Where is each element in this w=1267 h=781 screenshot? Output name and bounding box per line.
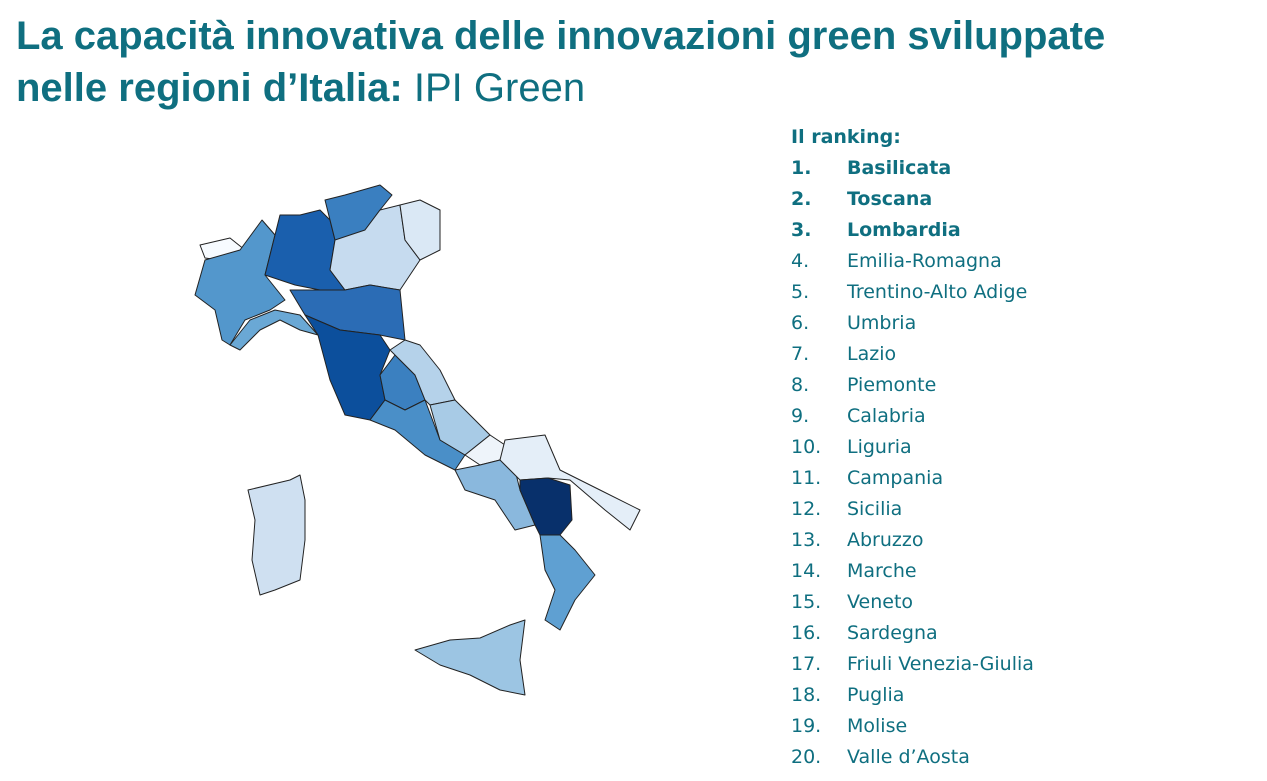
- ranking-row: 3. Lombardia: [791, 215, 1034, 246]
- ranking-number: 15.: [791, 591, 822, 613]
- ranking-region: Lombardia: [847, 219, 961, 241]
- slide-title: La capacità innovativa delle innovazioni…: [16, 10, 1105, 114]
- ranking-region: Campania: [847, 467, 944, 489]
- ranking-number: 19.: [791, 715, 822, 737]
- ranking-number: 8.: [791, 374, 810, 396]
- ranking-number: 17.: [791, 653, 822, 675]
- ranking-row: 14. Marche: [791, 556, 1034, 587]
- ranking-region: Basilicata: [847, 157, 952, 179]
- ranking-number: 16.: [791, 622, 822, 644]
- ranking-number: 12.: [791, 498, 822, 520]
- ranking-row: 19. Molise: [791, 711, 1034, 742]
- ranking-region: Abruzzo: [847, 529, 924, 551]
- ranking-region: Molise: [847, 715, 908, 737]
- ranking-row: 11. Campania: [791, 463, 1034, 494]
- ranking-number: 4.: [791, 250, 810, 272]
- title-line1: La capacità innovativa delle innovazioni…: [16, 14, 1106, 58]
- ranking-number: 7.: [791, 343, 810, 365]
- ranking-row: 7. Lazio: [791, 339, 1034, 370]
- ranking-row: 15. Veneto: [791, 587, 1034, 618]
- ranking-region: Marche: [847, 560, 917, 582]
- ranking-region: Friuli Venezia-Giulia: [847, 653, 1034, 675]
- ranking-region: Trentino-Alto Adige: [847, 281, 1028, 303]
- ranking-row: 1. Basilicata: [791, 153, 1034, 184]
- ranking-number: 6.: [791, 312, 810, 334]
- ranking-number: 1.: [791, 157, 812, 179]
- ranking-region: Sicilia: [847, 498, 903, 520]
- ranking-region: Valle d’Aosta: [847, 746, 970, 768]
- ranking-number: 10.: [791, 436, 822, 458]
- ranking-row: 17. Friuli Venezia-Giulia: [791, 649, 1034, 680]
- ranking-number: 5.: [791, 281, 810, 303]
- ranking-header: Il ranking:: [791, 126, 901, 148]
- ranking-region: Toscana: [847, 188, 933, 210]
- ranking-row: 20. Valle d’Aosta: [791, 742, 1034, 773]
- region-sicilia: [414, 619, 526, 696]
- ranking-number: 13.: [791, 529, 822, 551]
- region-friuli: [399, 199, 441, 261]
- ranking-row: 2. Toscana: [791, 184, 1034, 215]
- ranking-region: Liguria: [847, 436, 912, 458]
- ranking-row: 8. Piemonte: [791, 370, 1034, 401]
- ranking-region: Emilia-Romagna: [847, 250, 1002, 272]
- ranking-row: 6. Umbria: [791, 308, 1034, 339]
- ranking-number: 3.: [791, 219, 812, 241]
- ranking-row: 18. Puglia: [791, 680, 1034, 711]
- ranking-row: 13. Abruzzo: [791, 525, 1034, 556]
- ranking-region: Calabria: [847, 405, 926, 427]
- ranking-number: 9.: [791, 405, 810, 427]
- ranking-number: 11.: [791, 467, 822, 489]
- region-liguria: [229, 309, 319, 351]
- ranking-region: Veneto: [847, 591, 914, 613]
- region-sardegna: [247, 474, 306, 596]
- ranking-list: Il ranking: 1. Basilicata 2. Toscana 3. Lomba…: [791, 122, 1034, 773]
- ranking-number: 18.: [791, 684, 822, 706]
- ranking-number: 20.: [791, 746, 822, 768]
- region-piemonte: [194, 219, 286, 346]
- ranking-region: Umbria: [847, 312, 917, 334]
- italy-map: [194, 184, 641, 696]
- ranking-region: Puglia: [847, 684, 905, 706]
- ranking-row: 9. Calabria: [791, 401, 1034, 432]
- region-calabria: [539, 534, 596, 631]
- ranking-region: Lazio: [847, 343, 897, 365]
- ranking-row: 12. Sicilia: [791, 494, 1034, 525]
- ranking-row: 16. Sardegna: [791, 618, 1034, 649]
- ranking-number: 14.: [791, 560, 822, 582]
- title-subtitle: IPI Green: [413, 66, 586, 110]
- ranking-region: Sardegna: [847, 622, 938, 644]
- ranking-row: 4. Emilia-Romagna: [791, 246, 1034, 277]
- ranking-region: Piemonte: [847, 374, 937, 396]
- ranking-number: 2.: [791, 188, 812, 210]
- ranking-row: 10. Liguria: [791, 432, 1034, 463]
- title-line2: nelle regioni d’Italia:: [16, 66, 403, 110]
- ranking-row: 5. Trentino-Alto Adige: [791, 277, 1034, 308]
